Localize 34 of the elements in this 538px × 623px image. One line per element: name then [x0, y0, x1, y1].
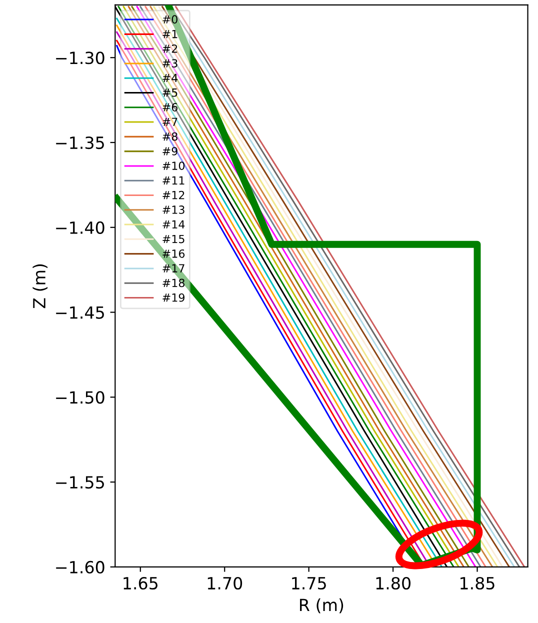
legend-label: #3 — [162, 59, 178, 68]
legend-label: #19 — [162, 293, 184, 302]
y-tick-label: −1.50 — [56, 391, 104, 404]
x-tick-label: 1.75 — [292, 577, 326, 590]
legend-label: #5 — [162, 88, 178, 97]
y-tick-label: −1.60 — [56, 560, 104, 574]
legend-label: #15 — [162, 234, 184, 244]
y-tick-label: −1.35 — [56, 136, 104, 150]
legend-label: #18 — [162, 278, 184, 288]
legend-label: #13 — [162, 206, 184, 214]
y-tick-label: −1.40 — [56, 221, 104, 234]
x-tick-label: 1.85 — [460, 576, 494, 590]
x-axis-title: R (m) — [300, 598, 344, 614]
legend-label: #6 — [162, 103, 178, 112]
legend-label: #9 — [162, 146, 178, 156]
legend-label: #8 — [162, 132, 178, 141]
legend-label: #10 — [162, 162, 185, 170]
x-tick-label: 1.80 — [376, 576, 410, 590]
y-tick-label: −1.55 — [56, 476, 104, 489]
legend-label: #14 — [162, 220, 185, 228]
x-tick-label: 1.65 — [124, 576, 158, 590]
legend-label: #11 — [162, 176, 184, 184]
y-tick-label: −1.45 — [56, 306, 104, 319]
legend-label: #12 — [162, 190, 184, 200]
legend-label: #2 — [162, 44, 178, 53]
y-axis-title: Z (m) — [32, 264, 48, 308]
y-tick-label: −1.30 — [56, 52, 104, 64]
legend-label: #16 — [162, 249, 185, 258]
legend-label: #0 — [162, 15, 178, 24]
legend-label: #17 — [162, 264, 184, 272]
legend-label: #1 — [162, 30, 178, 38]
x-tick-label: 1.70 — [208, 576, 242, 590]
legend-label: #4 — [162, 74, 178, 82]
legend-label: #7 — [162, 118, 178, 126]
